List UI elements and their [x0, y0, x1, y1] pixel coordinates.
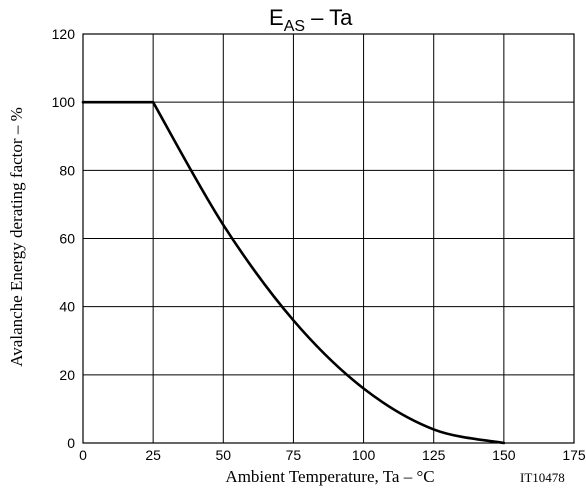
chart-title-rest: – Ta — [305, 5, 353, 30]
chart-title: EAS – Ta — [269, 5, 353, 35]
x-tick-label: 75 — [286, 447, 302, 463]
x-tick-labels: 0 25 50 75 100 125 150 175 — [79, 447, 586, 463]
x-tick-label: 50 — [215, 447, 231, 463]
y-tick-label: 60 — [59, 231, 75, 247]
x-tick-label: 125 — [422, 447, 446, 463]
y-tick-label: 100 — [52, 94, 76, 110]
x-tick-label: 150 — [492, 447, 516, 463]
y-tick-label: 0 — [67, 435, 75, 451]
x-tick-label: 0 — [79, 447, 87, 463]
y-tick-label: 120 — [52, 26, 76, 42]
y-tick-label: 20 — [59, 367, 75, 383]
plot-frame — [82, 33, 575, 444]
x-tick-label: 25 — [145, 447, 161, 463]
y-tick-label: 40 — [59, 299, 75, 315]
y-tick-labels: 0 20 40 60 80 100 120 — [52, 26, 76, 451]
y-tick-label: 80 — [59, 162, 75, 178]
x-tick-label: 175 — [562, 447, 586, 463]
chart-title-subscript: AS — [284, 18, 305, 35]
figure-code: IT10478 — [520, 470, 565, 485]
series-line — [81, 100, 506, 445]
x-axis-label: Ambient Temperature, Ta – °C — [225, 467, 434, 486]
y-axis-label: Avalanche Energy derating factor – % — [7, 107, 26, 366]
x-tick-label: 100 — [352, 447, 376, 463]
grid — [82, 33, 575, 444]
